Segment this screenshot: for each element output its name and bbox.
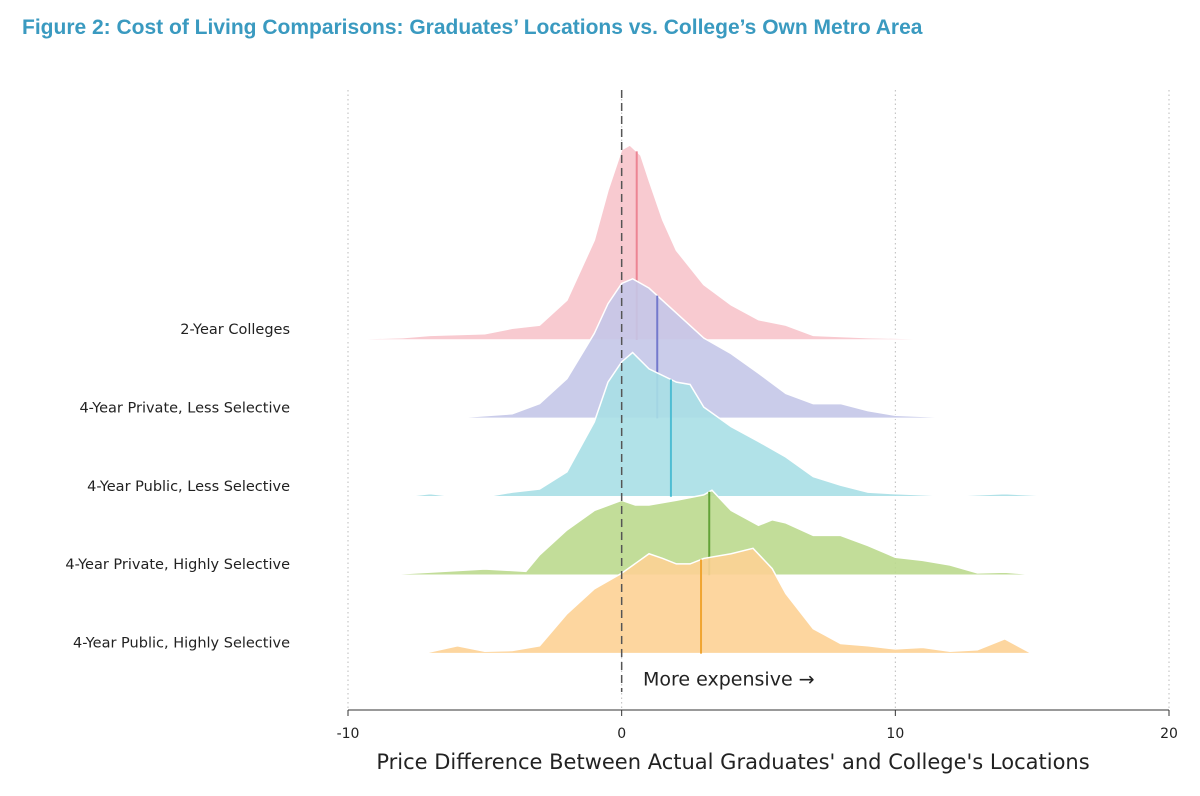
chart-title: Figure 2: Cost of Living Comparisons: Gr… [22, 16, 923, 39]
density-area [306, 144, 1087, 341]
x-tick-label: 20 [1160, 726, 1178, 742]
row-label: 2-Year Colleges [180, 322, 290, 338]
x-tick-label: 0 [617, 726, 626, 742]
x-tick-label: -10 [337, 726, 360, 742]
row-label: 4-Year Public, Less Selective [87, 479, 290, 495]
row-label: 4-Year Private, Less Selective [79, 400, 290, 416]
x-tick-label: 10 [886, 726, 904, 742]
x-axis-label: Price Difference Between Actual Graduate… [376, 750, 1089, 774]
row-label: 4-Year Public, Highly Selective [73, 636, 290, 652]
density-area [402, 277, 972, 420]
annotation: More expensive → [643, 669, 815, 691]
density-area [421, 547, 1033, 655]
density-area [402, 351, 1068, 498]
row-label: 4-Year Private, Highly Selective [65, 557, 290, 573]
